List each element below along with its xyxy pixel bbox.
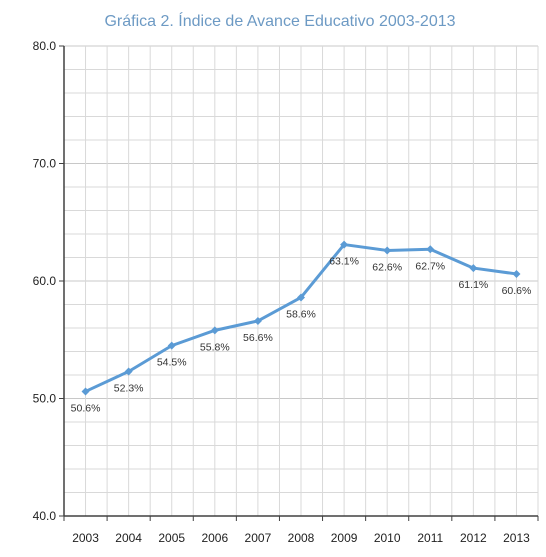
y-tick-label: 70.0 [33, 157, 57, 171]
x-tick-label: 2012 [460, 531, 487, 545]
data-point [167, 341, 176, 350]
data-label: 50.6% [71, 402, 101, 414]
data-label: 52.3% [114, 382, 144, 394]
data-labels: 50.6% 52.3% 54.5% 55.8% 56.6% 58.6% 63.1% 62.6%… [71, 256, 532, 415]
data-label: 56.6% [243, 332, 273, 344]
data-label: 54.5% [157, 357, 187, 369]
data-label: 62.7% [415, 260, 445, 272]
x-tick-label: 2010 [374, 531, 401, 545]
chart-grid [64, 45, 539, 516]
data-label: 62.6% [372, 261, 402, 273]
data-label: 55.8% [200, 341, 230, 353]
data-point [340, 240, 349, 249]
data-label: 60.6% [502, 285, 532, 297]
chart-title: Gráfica 2. Índice de Avance Educativo 20… [104, 11, 455, 30]
x-tick-label: 2008 [288, 531, 315, 545]
data-label: 58.6% [286, 308, 316, 320]
series-group [81, 240, 521, 396]
x-tick-label: 2009 [331, 531, 358, 545]
y-tick-label: 50.0 [33, 392, 57, 406]
data-point [469, 264, 478, 273]
y-tick-label: 60.0 [33, 274, 57, 288]
chart-axes [59, 45, 539, 521]
y-tick-label: 40.0 [33, 509, 57, 523]
x-tick-label: 2013 [503, 531, 530, 545]
y-axis-ticks: 40.0 50.0 60.0 70.0 80.0 [33, 39, 57, 523]
data-point [297, 293, 305, 302]
data-point [81, 387, 90, 396]
x-tick-label: 2011 [417, 531, 443, 545]
data-point [426, 245, 435, 254]
y-tick-label: 80.0 [33, 39, 57, 53]
data-label: 61.1% [458, 279, 488, 291]
x-tick-label: 2004 [115, 531, 142, 545]
x-axis-ticks: 2003 2004 2005 2006 2007 2008 2009 2010 2011 2012… [72, 531, 530, 545]
data-point [253, 316, 262, 325]
x-tick-label: 2005 [158, 531, 185, 545]
data-point [124, 367, 133, 376]
data-label: 63.1% [329, 256, 359, 268]
x-tick-label: 2003 [72, 531, 99, 545]
data-point [512, 269, 521, 278]
data-point [383, 246, 392, 255]
x-tick-label: 2007 [245, 531, 272, 545]
x-tick-label: 2006 [201, 531, 228, 545]
data-point [210, 326, 219, 335]
